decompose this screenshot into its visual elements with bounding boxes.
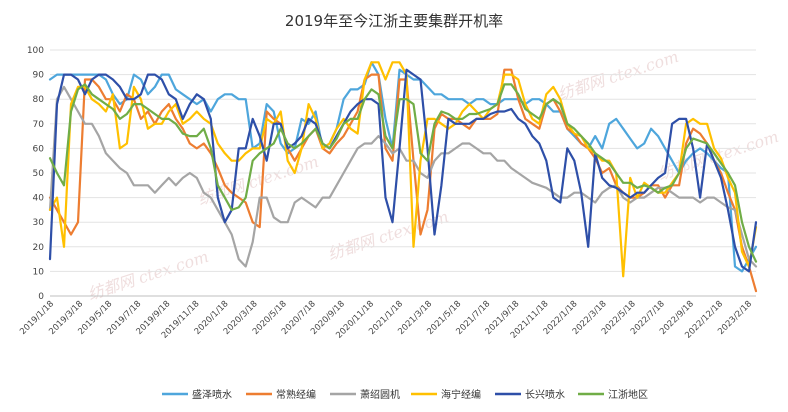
x-axis: 2019/1/182019/3/182019/5/182019/7/182019… [18, 295, 756, 341]
y-tick-label: 0 [38, 292, 44, 302]
legend-label: 常熟经编 [276, 388, 316, 401]
legend-label: 长兴喷水 [525, 389, 565, 401]
y-tick-label: 30 [33, 218, 45, 228]
series-line [48, 61, 758, 278]
series-line [48, 68, 758, 273]
legend-label: 萧绍圆机 [360, 388, 400, 401]
y-tick-label: 100 [27, 46, 44, 56]
chart-title: 2019年至今江浙主要集群开机率 [285, 12, 503, 30]
y-tick-label: 20 [33, 243, 45, 253]
y-tick-label: 50 [33, 169, 45, 179]
watermark: 纺都网 ctex.com [85, 247, 211, 304]
y-axis: 0 10 20 30 40 50 60 70 80 90 100 [27, 46, 44, 302]
series-line [48, 83, 758, 263]
legend-label: 盛泽喷水 [192, 388, 232, 401]
y-tick-label: 10 [33, 267, 45, 277]
series-lines [48, 61, 758, 293]
legend: 盛泽喷水 常熟经编 萧绍圆机 海宁经编 长兴喷水 江浙地区 [162, 388, 648, 401]
y-tick-label: 90 [33, 71, 45, 81]
y-tick-label: 60 [33, 144, 45, 154]
legend-label: 江浙地区 [608, 388, 648, 401]
series-line [48, 61, 758, 273]
legend-label: 海宁经编 [441, 388, 481, 401]
watermark: 纺都网 ctex.com [555, 47, 681, 104]
y-tick-label: 40 [33, 194, 45, 204]
y-tick-label: 70 [33, 120, 45, 130]
y-tick-label: 80 [33, 95, 45, 105]
